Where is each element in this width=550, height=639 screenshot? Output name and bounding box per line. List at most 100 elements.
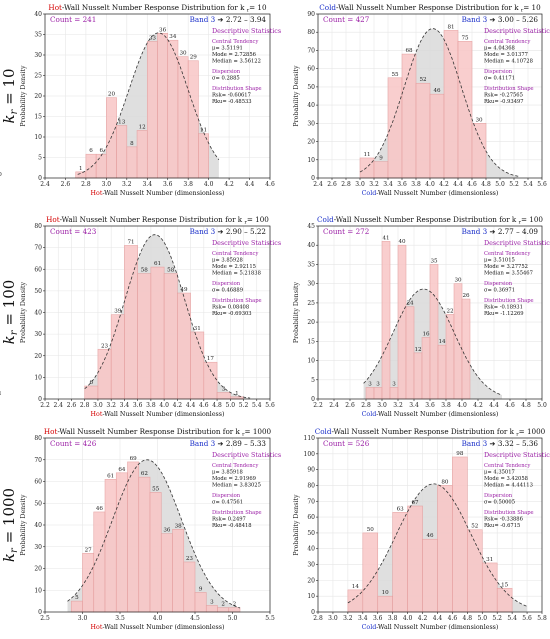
bar-count-label: 58 [141, 268, 149, 274]
bar-count-label: 16 [422, 331, 430, 337]
bar-count-label: 13 [118, 120, 126, 126]
x-tick-label: 4.6 [199, 402, 209, 409]
stats-header: Descriptive Statistics [484, 451, 550, 459]
bar-count-label: 14 [438, 339, 446, 345]
title-end: = 10 [523, 3, 541, 12]
title-text: -Wall Nusselt Number Response Distributi… [57, 427, 242, 436]
band-arrow: ➔ [215, 227, 226, 236]
band-arrow: ➔ [215, 439, 226, 448]
stats-line: Median = 4.44113 [484, 483, 533, 489]
band-arrow: ➔ [487, 15, 498, 24]
histogram-bar [216, 392, 231, 400]
x-tick-label: 4.8 [521, 402, 531, 409]
histogram-bar [187, 60, 199, 179]
histogram-bar [387, 77, 403, 179]
y-tick-label: 0 [38, 609, 42, 616]
density-curve [77, 32, 220, 175]
x-tick-label: 4.6 [505, 402, 515, 409]
y-tick-label: 60 [307, 514, 315, 521]
stats-line: Median = 3.83025 [212, 483, 261, 489]
bar-count-label: 3 [368, 381, 372, 387]
y-tick-label: 50 [34, 288, 42, 295]
bar-count-label: 9 [199, 586, 203, 592]
stats-line: σ= 0.46889 [212, 288, 243, 294]
x-tick-label: 4.8 [481, 181, 491, 188]
xlabel-prefix: Cold [362, 624, 377, 631]
bar-count-label: 24 [406, 301, 414, 307]
bar-count-label: 36 [163, 528, 171, 534]
stats-line: Rsk= -0.60617 [212, 93, 251, 99]
stats-line: Mode = 3.01377 [484, 52, 528, 58]
y-tick-label: 90 [307, 467, 315, 474]
histogram-bar [97, 348, 112, 400]
bar-count-label: 1 [79, 166, 83, 172]
band-name: Band 3 [190, 227, 216, 236]
bar-count-label: 68 [405, 48, 413, 54]
x-tick-label: 5.0 [228, 615, 238, 622]
x-tick-label: 5.8 [537, 615, 547, 622]
band-range: 2.72 – 3.94 [226, 15, 267, 24]
stats-section-title: Distribution Shape [212, 298, 262, 304]
histogram-bar [104, 479, 117, 613]
bar-count-label: 31 [486, 557, 493, 563]
histogram-bar [167, 39, 179, 179]
y-tick-label: 5 [311, 377, 315, 384]
stats-line: μ= 3.51191 [212, 46, 243, 52]
stats-line: μ= 4.35017 [484, 470, 515, 476]
stats-section-title: Distribution Shape [484, 510, 534, 516]
histogram-bar [437, 485, 453, 613]
density-curve [67, 459, 241, 609]
band-range: 2.89 – 5.33 [226, 439, 267, 448]
bar-count-label: 1 [235, 391, 239, 397]
y-tick-label: 30 [34, 331, 42, 338]
y-tick-label: 20 [307, 139, 315, 146]
bar-count-label: 62 [141, 471, 149, 477]
y-tick-label: 10 [34, 134, 42, 141]
x-tick-label: 2.4 [53, 402, 63, 409]
bar-count-label: 61 [154, 261, 161, 267]
title-end: = 100 [521, 215, 543, 224]
stats-line: Mode = 2.91969 [212, 476, 256, 482]
stats-section-title: Central Tendency [212, 463, 258, 469]
x-tick-label: 2.2 [40, 402, 50, 409]
xlabel-text: -Wall Nusselt Number (dimensionless) [376, 624, 498, 631]
histogram-bar [124, 245, 138, 400]
x-tick-label: 3.6 [133, 402, 143, 409]
x-tick-label: 4.6 [265, 181, 275, 188]
bar-count-label: 81 [447, 24, 454, 30]
x-tick-label: 2.6 [61, 181, 71, 188]
x-tick-label: 5.0 [537, 402, 547, 409]
x-tick-label: 3.8 [388, 615, 398, 622]
stats-section-title: Dispersion [484, 281, 513, 287]
x-tick-label: 2.5 [40, 615, 50, 622]
band-range: 3.00 – 5.26 [498, 15, 539, 24]
histogram-bar [422, 538, 438, 613]
chart-panel-0: 16 6201381233363430291105101520253035402.… [20, 3, 281, 197]
title-sub: r [521, 8, 524, 14]
bar-count-label: 3 [222, 387, 226, 393]
count-label: Count = 272 [323, 227, 369, 236]
stats-line: Mode = 3.27752 [484, 264, 528, 270]
y-tick-label: 20 [307, 577, 315, 584]
title-text: -Wall Nusselt Number Response Distributi… [62, 3, 247, 12]
bar-count-label: 6 [90, 380, 94, 386]
x-tick-label: 3.2 [122, 181, 132, 188]
x-tick-label: 2.8 [361, 402, 371, 409]
x-tick-label: 5.6 [522, 615, 532, 622]
stats-line: Rsk= -0.33886 [484, 517, 523, 523]
x-tick-label: 3.0 [93, 402, 103, 409]
xlabel-text: -Wall Nusselt Number (dimensionless) [102, 624, 224, 631]
stats-section-title: Dispersion [484, 493, 513, 499]
bar-count-label: 64 [118, 467, 126, 473]
stats-line: Rsk= 0.2497 [212, 517, 246, 523]
x-tick-label: 3.4 [120, 402, 130, 409]
x-tick-label: 2.8 [313, 615, 323, 622]
bar-count-label: 98 [456, 451, 464, 457]
stats-line: σ= 0.36971 [484, 288, 515, 294]
x-tick-label: 3.8 [183, 181, 193, 188]
histogram-bar [172, 529, 185, 613]
row-label-eq: = 100 [0, 280, 18, 331]
bar-count-label: 22 [446, 308, 454, 314]
bar-count-label: 23 [101, 343, 109, 349]
histogram-bar [413, 352, 423, 400]
